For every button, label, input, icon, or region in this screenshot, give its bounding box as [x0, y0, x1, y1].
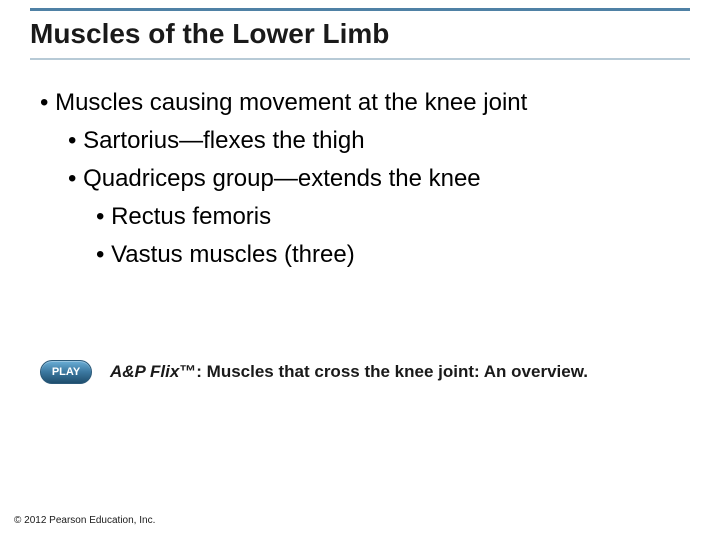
bullet-level2: • Quadriceps group—extends the knee: [68, 161, 680, 197]
play-caption: A&P Flix™: Muscles that cross the knee j…: [110, 362, 588, 382]
bullet-level2: • Sartorius—flexes the thigh: [68, 123, 680, 159]
title-rule-top: [30, 8, 690, 11]
copyright-text: © 2012 Pearson Education, Inc.: [14, 515, 155, 526]
play-button[interactable]: PLAY: [40, 360, 92, 384]
slide: Muscles of the Lower Limb • Muscles caus…: [0, 0, 720, 540]
slide-title: Muscles of the Lower Limb: [30, 18, 389, 50]
play-caption-tm: ™: [179, 362, 196, 381]
bullet-level3: • Rectus femoris: [96, 199, 680, 235]
bullet-content: • Muscles causing movement at the knee j…: [40, 85, 680, 275]
title-rule-under: [30, 58, 690, 60]
bullet-level1: • Muscles causing movement at the knee j…: [40, 85, 680, 121]
play-row: PLAY A&P Flix™: Muscles that cross the k…: [40, 360, 690, 384]
play-caption-rest: : Muscles that cross the knee joint: An …: [196, 362, 588, 381]
play-caption-prefix: A&P Flix: [110, 362, 179, 381]
bullet-level3: • Vastus muscles (three): [96, 237, 680, 273]
